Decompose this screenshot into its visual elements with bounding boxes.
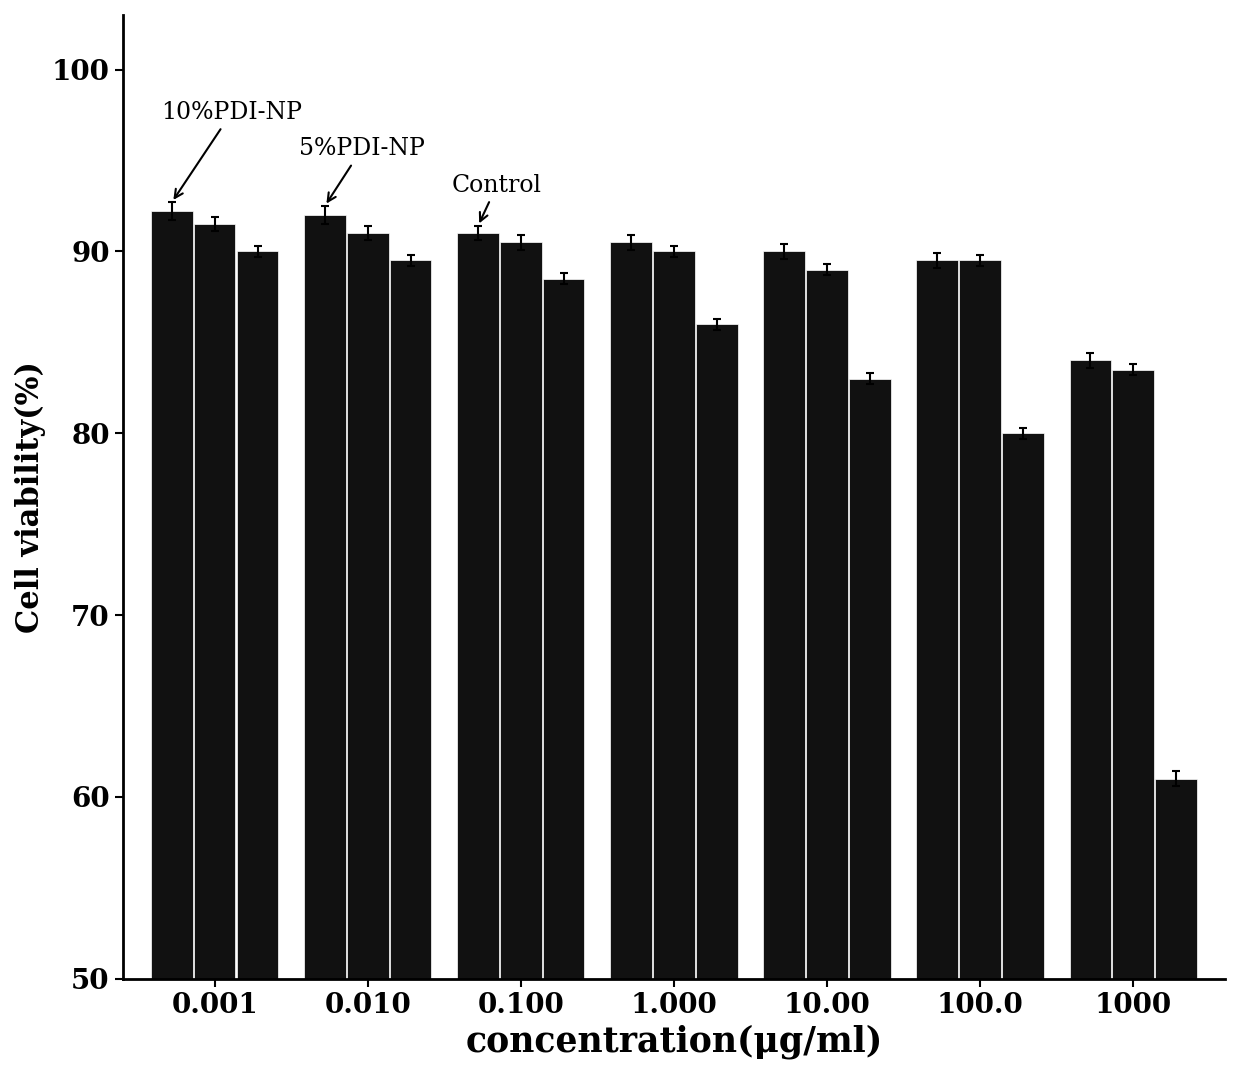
Bar <box>960 261 1001 978</box>
Bar <box>1156 779 1197 978</box>
Bar <box>458 233 498 978</box>
X-axis label: concentration(μg/ml): concentration(μg/ml) <box>465 1025 883 1059</box>
Bar <box>1002 433 1044 978</box>
Bar <box>696 324 738 978</box>
Bar <box>347 233 388 978</box>
Bar <box>237 251 278 978</box>
Bar <box>916 261 959 978</box>
Bar <box>849 379 890 978</box>
Text: Control: Control <box>451 174 542 221</box>
Bar <box>806 270 848 978</box>
Bar <box>1070 361 1111 978</box>
Bar <box>151 212 192 978</box>
Bar <box>543 278 584 978</box>
Text: 5%PDI-NP: 5%PDI-NP <box>299 137 425 202</box>
Bar <box>193 224 236 978</box>
Bar <box>304 215 346 978</box>
Bar <box>653 251 694 978</box>
Bar <box>1112 369 1154 978</box>
Y-axis label: Cell viability(%): Cell viability(%) <box>15 361 46 633</box>
Bar <box>389 261 432 978</box>
Bar <box>500 243 542 978</box>
Bar <box>764 251 805 978</box>
Bar <box>610 243 652 978</box>
Text: 10%PDI-NP: 10%PDI-NP <box>161 101 303 198</box>
